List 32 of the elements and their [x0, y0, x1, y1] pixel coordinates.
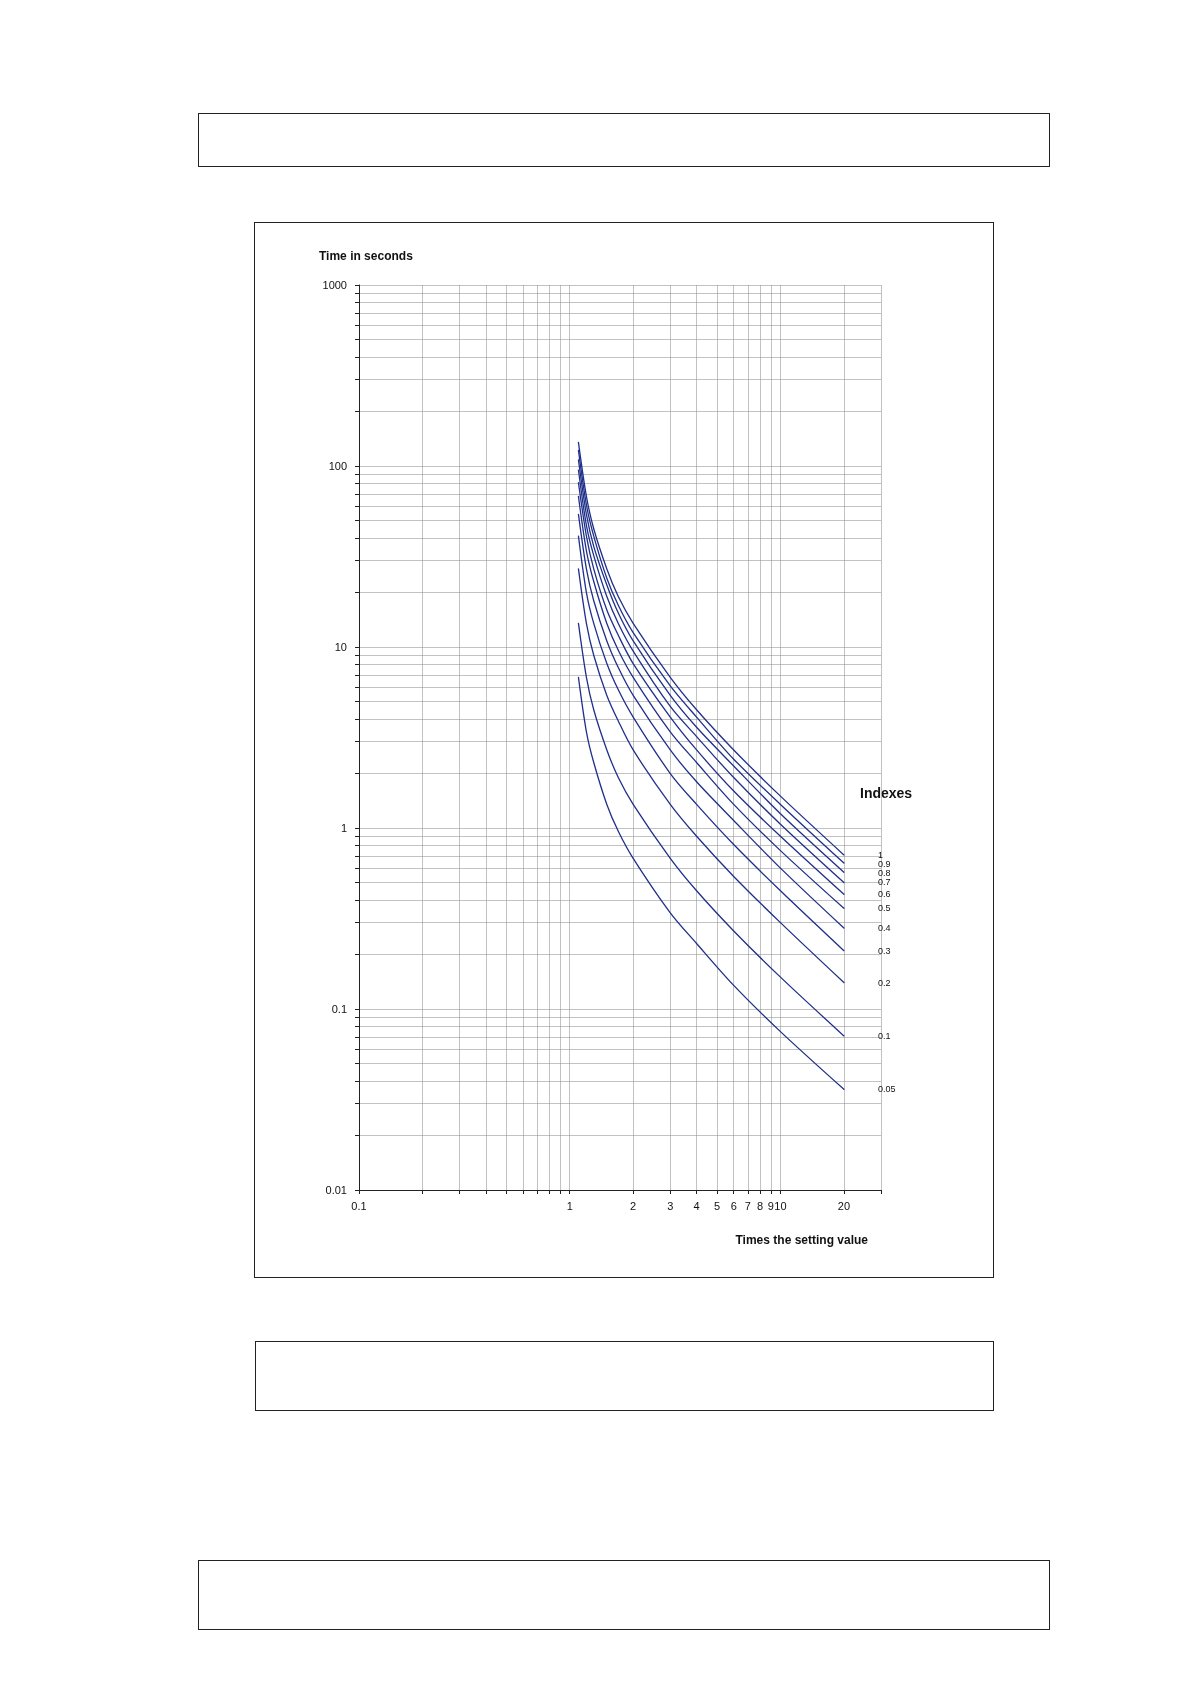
y-tick-label: 10 — [334, 641, 347, 653]
x-tick-label: 10 — [774, 1199, 787, 1212]
x-tick-label: 2 — [630, 1199, 637, 1212]
x-tick-label: 8 — [756, 1199, 764, 1212]
text: 0.4 — [877, 923, 891, 934]
x-tick-label: 20 — [837, 1199, 851, 1212]
text: 0.2 — [877, 977, 891, 988]
text: 1 — [877, 849, 883, 860]
text: 0.7 — [877, 877, 891, 888]
y-tick-label: 0.01 — [325, 1184, 347, 1196]
text: 0.3 — [877, 945, 891, 956]
text: 0.1 — [877, 1030, 891, 1041]
y-axis-title: Time in seconds — [319, 249, 414, 263]
text: 0.6 — [877, 889, 891, 900]
x-tick-label: 6 — [730, 1199, 737, 1212]
x-tick-label: 9 — [767, 1199, 774, 1212]
y-tick-label: 0.1 — [331, 1003, 347, 1015]
legend-title: Indexes — [860, 785, 913, 801]
text: 0.05 — [877, 1084, 896, 1095]
x-tick-label: 4 — [693, 1199, 700, 1212]
text: 0.8 — [877, 867, 891, 878]
y-tick-label: 1000 — [322, 279, 347, 291]
x-tick-label: 5 — [713, 1199, 721, 1212]
text: 0.5 — [877, 903, 891, 914]
x-tick-label: 7 — [744, 1199, 751, 1212]
x-tick-label: 0.1 — [351, 1199, 367, 1212]
y-tick-label: 100 — [328, 460, 347, 472]
x-tick-label: 3 — [667, 1199, 674, 1212]
text: 0.9 — [877, 858, 891, 869]
y-tick-label: 1 — [340, 822, 347, 834]
x-axis-title: Times the setting value — [735, 1233, 869, 1247]
x-tick-label: 1 — [566, 1199, 573, 1212]
